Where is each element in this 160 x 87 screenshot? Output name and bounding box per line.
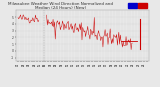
Text: Milwaukee Weather Wind Direction Normalized and Median (24 Hours) (New): Milwaukee Weather Wind Direction Normali… [8,2,113,10]
